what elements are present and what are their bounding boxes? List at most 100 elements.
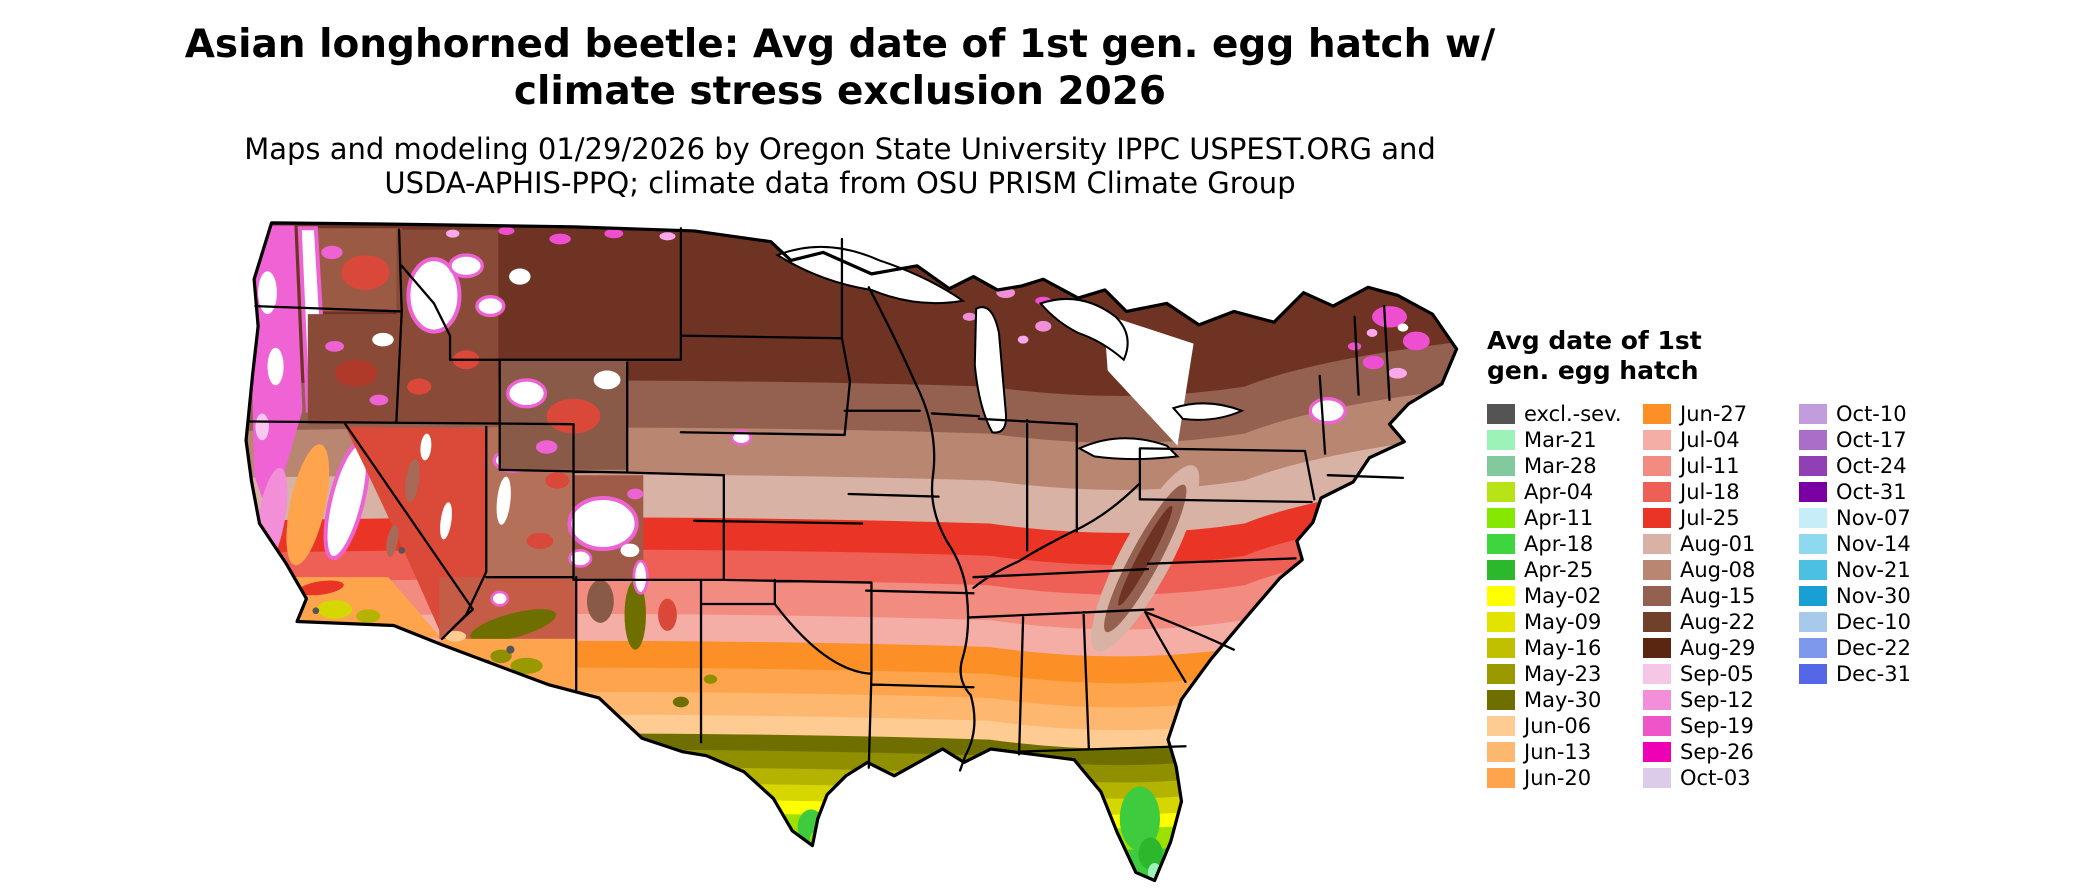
legend-item: Dec-10 bbox=[1799, 609, 1911, 635]
legend-item: Oct-31 bbox=[1799, 479, 1911, 505]
legend-swatch bbox=[1487, 768, 1515, 788]
legend-swatch bbox=[1487, 716, 1515, 736]
legend-item: Apr-04 bbox=[1487, 479, 1635, 505]
legend-item: excl.-sev. bbox=[1487, 401, 1635, 427]
legend-label: Jul-18 bbox=[1680, 480, 1740, 504]
legend-item: Jul-11 bbox=[1643, 453, 1791, 479]
legend-swatch bbox=[1487, 430, 1515, 450]
lake-huron bbox=[1038, 297, 1129, 362]
legend-item: Apr-11 bbox=[1487, 505, 1635, 531]
legend-swatch bbox=[1799, 664, 1827, 684]
legend-swatch bbox=[1487, 508, 1515, 528]
legend-swatch bbox=[1799, 456, 1827, 476]
legend-item: Nov-30 bbox=[1799, 583, 1911, 609]
legend-label: Oct-24 bbox=[1836, 454, 1907, 478]
legend-swatch bbox=[1799, 482, 1827, 502]
lake-ontario bbox=[1171, 402, 1245, 421]
legend-label: Jul-11 bbox=[1680, 454, 1740, 478]
legend-label: Jun-06 bbox=[1524, 714, 1592, 738]
legend-column: Jun-27 Jul-04 Jul-11 Jul-18 Jul-25 Aug-01 Aug-… bbox=[1643, 401, 1791, 791]
legend-item: May-23 bbox=[1487, 661, 1635, 687]
legend-label: May-23 bbox=[1524, 662, 1602, 686]
legend-item: Jun-20 bbox=[1487, 765, 1635, 791]
lake-erie bbox=[1077, 437, 1180, 461]
legend-label: Aug-29 bbox=[1680, 636, 1756, 660]
legend-label: Jul-04 bbox=[1680, 428, 1740, 452]
legend-swatch bbox=[1799, 638, 1827, 658]
legend-label: Sep-19 bbox=[1680, 714, 1754, 738]
legend-label: May-09 bbox=[1524, 610, 1602, 634]
legend-label: Aug-08 bbox=[1680, 558, 1756, 582]
legend-label: Jun-20 bbox=[1524, 766, 1592, 790]
legend-item: Aug-15 bbox=[1643, 583, 1791, 609]
legend-label: Aug-01 bbox=[1680, 532, 1756, 556]
legend-label: Mar-28 bbox=[1524, 454, 1597, 478]
legend-label: May-02 bbox=[1524, 584, 1602, 608]
legend-swatch bbox=[1643, 430, 1671, 450]
legend-column: excl.-sev. Mar-21 Mar-28 Apr-04 Apr-11 Apr-18… bbox=[1487, 401, 1635, 791]
legend-label: Dec-10 bbox=[1836, 610, 1911, 634]
legend-label: Jun-27 bbox=[1680, 402, 1748, 426]
legend: Avg date of 1st gen. egg hatch excl.-sev… bbox=[1487, 326, 2067, 791]
legend-swatch bbox=[1487, 456, 1515, 476]
legend-label: Jun-13 bbox=[1524, 740, 1592, 764]
legend-label: Nov-30 bbox=[1836, 584, 1911, 608]
legend-swatch bbox=[1643, 638, 1671, 658]
legend-swatch bbox=[1487, 482, 1515, 502]
legend-label: Dec-31 bbox=[1836, 662, 1911, 686]
legend-title-line2: gen. egg hatch bbox=[1487, 355, 1699, 385]
subtitle: Maps and modeling 01/29/2026 by Oregon S… bbox=[0, 132, 1680, 202]
legend-swatch bbox=[1643, 742, 1671, 762]
legend-column: Oct-10 Oct-17 Oct-24 Oct-31 Nov-07 Nov-14 Nov-… bbox=[1799, 401, 1911, 687]
us-map bbox=[238, 212, 1466, 886]
legend-swatch bbox=[1487, 534, 1515, 554]
legend-swatch bbox=[1487, 586, 1515, 606]
legend-item: Sep-05 bbox=[1643, 661, 1791, 687]
legend-swatch bbox=[1643, 586, 1671, 606]
legend-swatch bbox=[1487, 638, 1515, 658]
legend-item: Aug-08 bbox=[1643, 557, 1791, 583]
legend-swatch bbox=[1799, 560, 1827, 580]
legend-swatch bbox=[1799, 430, 1827, 450]
legend-label: Sep-26 bbox=[1680, 740, 1754, 764]
legend-title-line1: Avg date of 1st bbox=[1487, 326, 1702, 355]
legend-swatch bbox=[1799, 586, 1827, 606]
legend-item: Oct-03 bbox=[1643, 765, 1791, 791]
legend-item: Oct-17 bbox=[1799, 427, 1911, 453]
legend-swatch bbox=[1799, 404, 1827, 424]
legend-swatch bbox=[1487, 664, 1515, 684]
legend-label: Aug-15 bbox=[1680, 584, 1756, 608]
legend-item: Jun-13 bbox=[1487, 739, 1635, 765]
us-outline bbox=[244, 221, 1459, 883]
legend-label: Sep-05 bbox=[1680, 662, 1754, 686]
legend-item: Apr-25 bbox=[1487, 557, 1635, 583]
legend-swatch bbox=[1643, 664, 1671, 684]
legend-columns: excl.-sev. Mar-21 Mar-28 Apr-04 Apr-11 Apr-18… bbox=[1487, 401, 2067, 791]
legend-swatch bbox=[1643, 404, 1671, 424]
legend-title: Avg date of 1st gen. egg hatch bbox=[1487, 326, 2067, 385]
legend-swatch bbox=[1643, 482, 1671, 502]
legend-item: Jul-18 bbox=[1643, 479, 1791, 505]
legend-swatch bbox=[1799, 534, 1827, 554]
state-boundaries bbox=[248, 227, 1405, 772]
page-title: Asian longhorned beetle: Avg date of 1st… bbox=[0, 22, 1680, 116]
legend-label: Nov-21 bbox=[1836, 558, 1911, 582]
legend-swatch bbox=[1643, 534, 1671, 554]
legend-label: excl.-sev. bbox=[1524, 402, 1622, 426]
legend-label: Jul-25 bbox=[1680, 506, 1740, 530]
legend-label: May-16 bbox=[1524, 636, 1602, 660]
legend-swatch bbox=[1643, 456, 1671, 476]
legend-swatch bbox=[1487, 690, 1515, 710]
legend-label: Oct-17 bbox=[1836, 428, 1907, 452]
legend-item: Jun-06 bbox=[1487, 713, 1635, 739]
legend-item: Aug-29 bbox=[1643, 635, 1791, 661]
legend-label: Nov-14 bbox=[1836, 532, 1911, 556]
title-line1: Asian longhorned beetle: Avg date of 1st… bbox=[184, 22, 1496, 67]
legend-item: May-02 bbox=[1487, 583, 1635, 609]
legend-label: Apr-25 bbox=[1524, 558, 1594, 582]
legend-item: Jul-25 bbox=[1643, 505, 1791, 531]
legend-item: May-09 bbox=[1487, 609, 1635, 635]
legend-item: Mar-28 bbox=[1487, 453, 1635, 479]
legend-label: Apr-11 bbox=[1524, 506, 1594, 530]
legend-item: Dec-22 bbox=[1799, 635, 1911, 661]
